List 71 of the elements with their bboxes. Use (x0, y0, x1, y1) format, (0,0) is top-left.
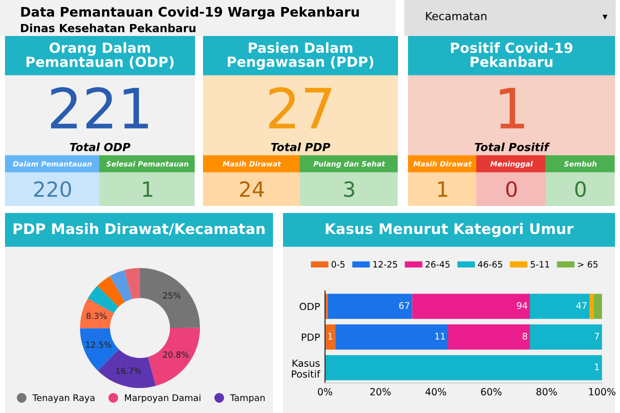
data-label: 1 (438, 182, 448, 197)
data-label: 1 (143, 182, 152, 197)
donut-slice (124, 268, 140, 300)
bar (590, 294, 594, 319)
category-label: Total Positif (474, 142, 550, 152)
x-tick-label: 20% (370, 388, 391, 396)
chart-title: PDP Masih Dirawat/Kecamatan (14, 222, 265, 236)
donut-slice (140, 268, 200, 328)
bar (530, 324, 602, 350)
legend-label: 12-25 (373, 261, 398, 268)
annotation: 11 (435, 332, 445, 340)
annotation: 47 (576, 302, 587, 309)
data-label: 0 (506, 181, 517, 198)
text: ▾ (602, 14, 608, 20)
legend-label: > 65 (578, 261, 598, 268)
text: Data Pemantauan Covid-19 Warga Pekanbaru (21, 6, 359, 20)
annotation: 94 (516, 302, 528, 309)
donut-slice (98, 349, 156, 388)
legend-label: 0-5 (332, 261, 345, 268)
bar (594, 294, 602, 319)
donut-slice (110, 270, 132, 302)
y-tick-label: PDP (302, 334, 320, 341)
legend-label: Marpoyan Damai (124, 394, 200, 403)
y-tick-label: Kasus Positif (292, 360, 320, 378)
bar (325, 294, 328, 319)
text: Pasien Dalam Pengawasan (PDP) (228, 42, 374, 70)
data-label: 25% (163, 292, 181, 299)
data-label: 3 (344, 181, 354, 198)
text: Dinas Kesehatan Pekanbaru (21, 24, 196, 32)
annotation: 7 (594, 332, 600, 340)
annotation: 1 (328, 332, 332, 340)
y-tick-label: ODP (300, 302, 320, 310)
legend-label: 5-11 (530, 261, 550, 268)
text: Orang Dalam Pemantauan (ODP) (26, 42, 174, 69)
donut-slice (88, 286, 119, 314)
category-label: Total PDP (271, 142, 330, 152)
x-tick-label: 100% (589, 388, 616, 396)
chart-title: Kasus Menurut Kategori Umur (326, 222, 574, 238)
data-label: 20.8% (163, 351, 189, 358)
donut-slice (148, 328, 200, 386)
bar (335, 324, 448, 350)
text: Kecamatan (426, 12, 486, 20)
annotation: 8 (522, 332, 528, 340)
legend-label: Tenayan Raya (32, 394, 94, 403)
data-label: 221 (51, 87, 148, 128)
bar (328, 294, 412, 319)
x-tick-label: 40% (425, 388, 446, 396)
legend-label: 46-65 (478, 261, 502, 268)
data-label: 0 (575, 181, 586, 198)
bar (325, 355, 602, 380)
data-label: 27 (269, 87, 332, 128)
legend-label: Tampan (230, 394, 265, 403)
bar (448, 324, 530, 350)
data-label: 8.3% (86, 312, 107, 320)
legend-label: 26-45 (426, 261, 450, 268)
data-label: 16.7% (116, 368, 142, 374)
text: Positif Covid-19 Pekanbaru (450, 42, 572, 68)
x-tick-label: 60% (481, 388, 502, 396)
x-tick-label: 80% (536, 388, 557, 396)
category-label: Total ODP (70, 142, 130, 152)
x-tick-label: 0% (318, 388, 332, 396)
bar (412, 294, 530, 319)
donut-slice (97, 276, 125, 307)
data-label: 220 (34, 181, 71, 198)
data-label: 12.5% (86, 342, 112, 348)
bar (530, 294, 590, 319)
data-label: 1 (500, 88, 524, 128)
donut-slice (80, 298, 114, 328)
annotation: 67 (399, 302, 410, 309)
annotation: 1 (595, 364, 599, 370)
data-label: 24 (240, 181, 264, 197)
